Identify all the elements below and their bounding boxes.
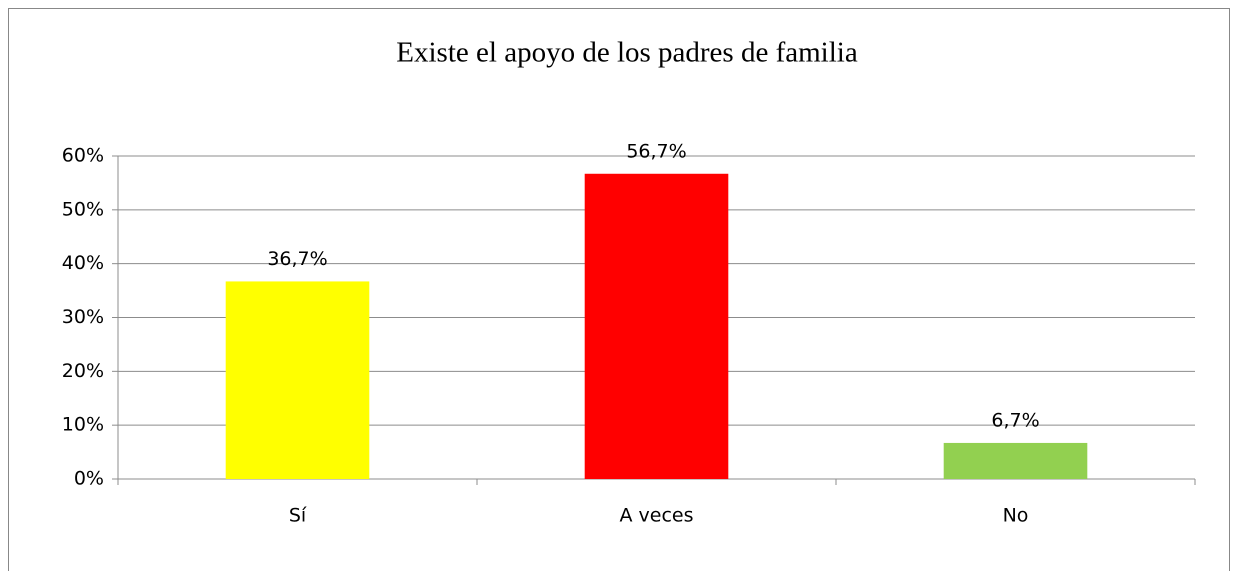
bar [584,173,729,479]
y-tick-label: 30% [62,306,104,328]
x-tick-label: No [1003,505,1029,527]
x-tick-label: A veces [619,505,693,527]
chart-title: Existe el apoyo de los padres de familia [396,37,858,69]
bar [225,281,370,479]
value-label: 6,7% [991,409,1039,431]
y-tick-label: 0% [74,468,104,490]
value-label: 36,7% [267,248,327,270]
bar [943,442,1088,479]
y-tick-label: 20% [62,360,104,382]
y-tick-label: 40% [62,252,104,274]
value-label: 56,7% [626,140,686,162]
y-tick-label: 50% [62,198,104,220]
y-tick-label: 60% [62,145,104,167]
y-tick-label: 10% [62,414,104,436]
x-tick-label: Sí [289,505,307,527]
